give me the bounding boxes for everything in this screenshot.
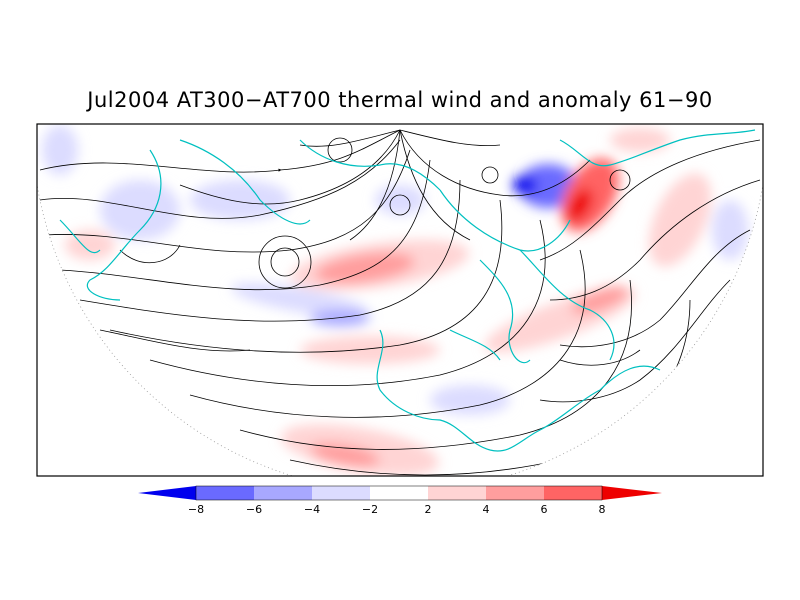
colorbar-segment [312, 486, 370, 500]
colorbar-tick-label: 8 [599, 503, 606, 516]
colorbar-segment [138, 486, 196, 500]
colorbar-segment [196, 486, 254, 500]
colorbar-segment [544, 486, 602, 500]
colorbar-outline [195, 485, 603, 501]
colorbar-tick-label: −4 [304, 503, 320, 516]
map-disc [39, 125, 761, 476]
colorbar-segment [428, 486, 486, 500]
page-title: Jul2004 AT300−AT700 thermal wind and ano… [87, 88, 713, 112]
colorbar-segment [254, 486, 312, 500]
colorbar-tick-label: 4 [483, 503, 490, 516]
thermal-wind-streamlines [39, 129, 761, 476]
plot-frame [36, 123, 764, 477]
colorbar-tick-label: 2 [425, 503, 432, 516]
anomaly-shading [42, 125, 748, 476]
colorbar-tick-label: −8 [188, 503, 204, 516]
colorbar-tick-label: −6 [246, 503, 262, 516]
colorbar-segment [370, 486, 428, 500]
colorbar-tick-label: 6 [541, 503, 548, 516]
colorbar-segment [486, 486, 544, 500]
colorbar: −8 −6 −4 −2 2 4 6 8 [138, 485, 662, 516]
colorbar-tick-label: −2 [362, 503, 378, 516]
coastlines [59, 129, 756, 452]
colorbar-segment [602, 486, 662, 500]
